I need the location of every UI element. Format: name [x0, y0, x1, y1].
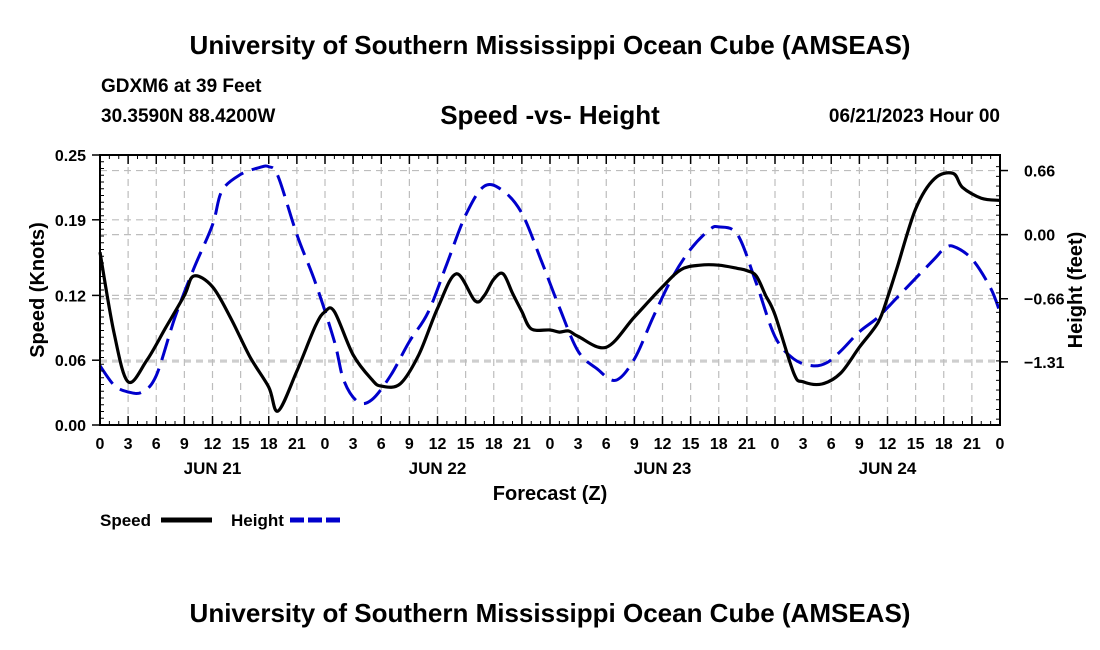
- x-tick-label: 0: [321, 436, 330, 453]
- y-left-tick-label: 0.25: [55, 148, 86, 165]
- x-tick-label: 9: [405, 436, 414, 453]
- x-tick-label: 15: [907, 436, 925, 453]
- y-right-tick-label: −0.66: [1024, 292, 1065, 309]
- x-tick-label: 6: [377, 436, 386, 453]
- chart-title: University of Southern Mississippi Ocean…: [189, 30, 911, 60]
- x-tick-label: 21: [513, 436, 531, 453]
- x-tick-label: 21: [963, 436, 981, 453]
- grid-lines: [100, 155, 1000, 425]
- y-axis-left-title: Speed (Knots): [27, 222, 49, 358]
- x-tick-label: 9: [180, 436, 189, 453]
- station-coordinates: 30.3590N 88.4200W: [101, 106, 276, 127]
- y-left-tick-label: 0.19: [55, 213, 86, 230]
- x-tick-label: 18: [485, 436, 503, 453]
- x-tick-label: 0: [546, 436, 555, 453]
- x-tick-label: 3: [799, 436, 808, 453]
- series-layer: [98, 164, 1002, 413]
- x-tick-label: 9: [630, 436, 639, 453]
- series-line-height: [98, 164, 1002, 406]
- footer-title: University of Southern Mississippi Ocean…: [189, 598, 911, 628]
- legend-label-height: Height: [231, 511, 284, 530]
- x-tick-label: 0: [96, 436, 105, 453]
- x-tick-label: 12: [429, 436, 447, 453]
- y-left-tick-label: 0.12: [55, 288, 86, 305]
- x-tick-label: 6: [827, 436, 836, 453]
- y-left-tick-label: 0.06: [55, 353, 86, 370]
- x-tick-label: 15: [457, 436, 475, 453]
- x-tick-label: 18: [710, 436, 728, 453]
- x-tick-label: 3: [124, 436, 133, 453]
- x-tick-label: 15: [682, 436, 700, 453]
- x-tick-label: 12: [654, 436, 672, 453]
- forecast-datetime: 06/21/2023 Hour 00: [828, 106, 1000, 127]
- x-tick-label: 3: [349, 436, 358, 453]
- x-tick-label: 6: [152, 436, 161, 453]
- x-tick-label: 18: [935, 436, 953, 453]
- axes-layer: 0 3 6 9 12 15 18 21 0 3 6 9 12 15 18 21 0 3 6 9 12 15 18 21 0 3 6 9…: [55, 148, 1065, 478]
- y-left-tick-label: 0.00: [55, 418, 86, 435]
- chart-subtitle: Speed -vs- Height: [440, 100, 660, 130]
- x-day-label: JUN 24: [859, 459, 917, 478]
- x-tick-label: 0: [996, 436, 1005, 453]
- y-right-tick-label: 0.00: [1024, 228, 1055, 245]
- x-tick-label: 12: [879, 436, 897, 453]
- x-axis-title: Forecast (Z): [493, 483, 607, 505]
- x-tick-label: 21: [288, 436, 306, 453]
- legend: Speed Height: [100, 511, 342, 530]
- legend-label-speed: Speed: [100, 511, 151, 530]
- x-tick-label: 15: [232, 436, 250, 453]
- x-tick-label: 9: [855, 436, 864, 453]
- y-axis-right-title: Height (feet): [1065, 232, 1087, 349]
- x-tick-label: 3: [574, 436, 583, 453]
- speed-height-chart: 0 3 6 9 12 15 18 21 0 3 6 9 12 15 18 21 0 3 6 9 12 15 18 21 0 3 6 9…: [27, 148, 1087, 530]
- x-tick-label: 6: [602, 436, 611, 453]
- y-right-tick-label: 0.66: [1024, 164, 1055, 181]
- x-tick-label: 21: [738, 436, 756, 453]
- station-label: GDXM6 at 39 Feet: [101, 76, 262, 97]
- y-right-tick-label: −1.31: [1024, 355, 1065, 372]
- x-day-label: JUN 21: [184, 459, 242, 478]
- x-day-label: JUN 22: [409, 459, 467, 478]
- x-tick-label: 0: [771, 436, 780, 453]
- series-line-speed: [98, 171, 1001, 413]
- x-tick-label: 18: [260, 436, 278, 453]
- x-day-label: JUN 23: [634, 459, 692, 478]
- x-tick-label: 12: [204, 436, 222, 453]
